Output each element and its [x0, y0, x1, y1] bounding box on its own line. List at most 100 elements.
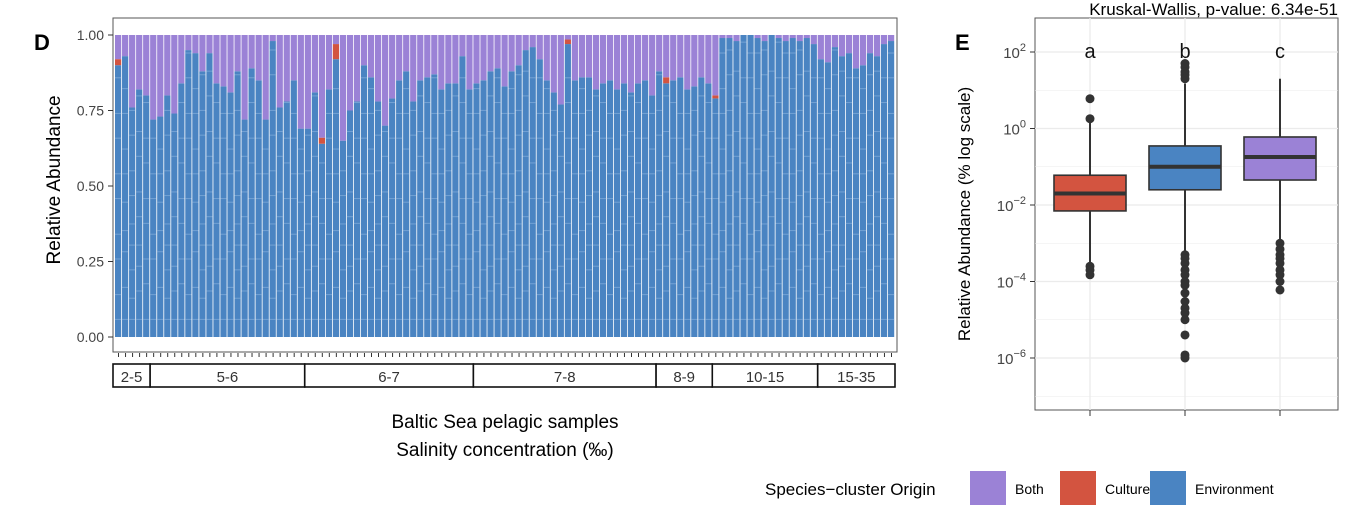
bar-species-stripe	[227, 230, 234, 232]
bar-both	[501, 35, 508, 87]
outlier-point	[1180, 258, 1190, 268]
bar-species-stripe	[515, 134, 522, 136]
bar-species-stripe	[508, 88, 515, 90]
bar-species-stripe	[171, 131, 178, 133]
bar-both	[487, 35, 494, 72]
bar-species-stripe	[473, 173, 480, 175]
bar-species-stripe	[318, 222, 326, 224]
bar-species-stripe	[424, 283, 431, 285]
bar-both	[508, 35, 515, 72]
bar-species-stripe	[192, 230, 199, 232]
bar-species-stripe	[171, 265, 178, 267]
bar-species-stripe	[346, 265, 354, 267]
bar-species-stripe	[171, 318, 178, 320]
bar-species-stripe	[332, 148, 340, 150]
bar-species-stripe	[382, 244, 389, 246]
bar-environment	[880, 44, 888, 338]
bar-both	[445, 35, 452, 84]
bar-species-stripe	[522, 95, 529, 97]
bar-environment	[754, 38, 761, 338]
bar-species-stripe	[866, 269, 874, 271]
bar-species-stripe	[635, 162, 642, 164]
bar-species-stripe	[796, 269, 803, 271]
bar-species-stripe	[529, 137, 536, 139]
bar-species-stripe	[754, 286, 761, 288]
bar-species-stripe	[122, 148, 129, 150]
bar-species-stripe	[810, 222, 817, 224]
bar-species-stripe	[592, 244, 600, 246]
bar-species-stripe	[136, 244, 143, 246]
bar-cultures	[564, 39, 571, 45]
bar-species-stripe	[852, 294, 860, 296]
bar-species-stripe	[691, 195, 698, 197]
bar-environment	[241, 119, 248, 337]
bar-species-stripe	[789, 201, 796, 203]
bar-species-stripe	[325, 137, 333, 139]
bar-species-stripe	[817, 258, 824, 260]
bar-species-stripe	[157, 201, 164, 203]
bar-species-stripe	[656, 269, 663, 271]
bar-species-stripe	[339, 223, 347, 225]
bar-species-stripe	[761, 134, 768, 136]
bar-species-stripe	[817, 198, 824, 200]
bar-species-stripe	[866, 223, 874, 225]
bar-species-stripe	[136, 216, 143, 218]
bar-species-stripe	[178, 222, 185, 224]
bar-species-stripe	[663, 244, 670, 246]
bar-species-stripe	[649, 173, 656, 175]
bar-both	[613, 35, 621, 90]
bar-species-stripe	[290, 198, 297, 200]
bar-species-stripe	[649, 318, 656, 320]
bar-species-stripe	[150, 173, 157, 175]
bar-species-stripe	[747, 258, 754, 260]
bar-species-stripe	[557, 191, 564, 193]
bar-species-stripe	[234, 244, 241, 246]
bar-both	[339, 35, 347, 141]
bar-environment	[325, 89, 333, 337]
bar-both	[192, 35, 199, 54]
bar-both	[389, 35, 396, 99]
outlier-point	[1180, 308, 1190, 318]
bar-species-stripe	[726, 318, 733, 320]
bar-species-stripe	[262, 173, 269, 175]
bar-species-stripe	[761, 49, 768, 51]
bar-both	[424, 35, 431, 78]
bar-species-stripe	[248, 318, 255, 320]
bar-species-stripe	[543, 88, 550, 90]
bar-both	[480, 35, 487, 81]
bar-species-stripe	[663, 155, 670, 157]
bar-species-stripe	[831, 109, 838, 111]
bar-species-stripe	[670, 222, 677, 224]
bar-both	[403, 35, 410, 72]
bar-species-stripe	[642, 318, 649, 320]
bar-species-stripe	[761, 170, 768, 172]
bar-both	[529, 35, 536, 48]
bar-species-stripe	[831, 223, 838, 225]
bar-species-stripe	[873, 155, 881, 157]
bar-species-stripe	[445, 244, 452, 246]
bar-environment	[642, 80, 649, 338]
bar-species-stripe	[129, 170, 136, 172]
bar-species-stripe	[789, 173, 796, 175]
bar-environment	[859, 65, 867, 337]
bar-environment	[649, 95, 656, 338]
bar-species-stripe	[494, 137, 501, 139]
bar-species-stripe	[796, 297, 803, 299]
bar-species-stripe	[438, 286, 445, 288]
bar-species-stripe	[719, 318, 726, 320]
bar-species-stripe	[171, 244, 178, 246]
bar-species-stripe	[677, 173, 684, 175]
bar-species-stripe	[564, 162, 571, 164]
bar-both	[396, 35, 403, 81]
bar-species-stripe	[536, 77, 543, 79]
bar-species-stripe	[592, 265, 600, 267]
bar-species-stripe	[592, 216, 600, 218]
bar-species-stripe	[480, 195, 487, 197]
bar-species-stripe	[199, 109, 206, 111]
bar-environment	[452, 83, 459, 337]
bar-species-stripe	[859, 148, 867, 150]
bar-species-stripe	[382, 131, 389, 133]
bar-species-stripe	[529, 77, 536, 79]
bar-species-stripe	[684, 230, 691, 232]
bar-species-stripe	[424, 198, 431, 200]
